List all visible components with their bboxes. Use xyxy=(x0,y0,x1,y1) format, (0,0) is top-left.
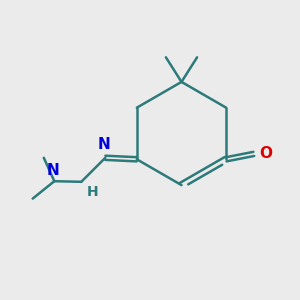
Text: O: O xyxy=(259,146,272,161)
Text: H: H xyxy=(87,185,98,200)
Text: N: N xyxy=(98,137,110,152)
Text: N: N xyxy=(46,163,59,178)
